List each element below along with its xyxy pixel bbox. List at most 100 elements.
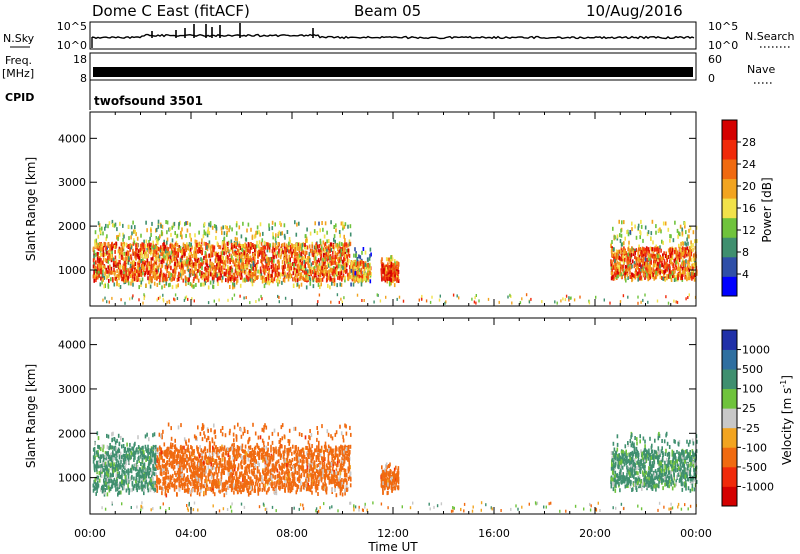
power-point [637,226,640,231]
power-point [278,250,280,255]
power-speckle-point [609,301,611,305]
power-point [236,278,239,283]
nsearch-tick-top: 10^5 [708,20,738,33]
power-speckle-point [183,298,186,302]
power-point [184,275,187,280]
radar-title: Dome C East (fitACF) [92,2,250,20]
power-point [346,268,348,273]
power-point [629,270,631,275]
power-point [396,267,398,271]
power-point [101,243,103,248]
power-point [391,268,394,273]
power-point [627,260,629,265]
power-point [278,253,280,258]
power-point [693,263,695,267]
power-point [365,276,368,280]
power-speckle-point [213,299,215,303]
power-point [316,259,318,264]
power-y-axis-label: Slant Range [km] [24,157,38,261]
power-point [290,250,293,255]
power-point [295,243,298,248]
power-point [304,264,306,269]
power-point [240,234,243,239]
power-point [304,245,306,250]
power-point [666,263,669,268]
velocity-point [126,478,129,483]
power-point [611,271,613,276]
power-point [335,255,338,260]
power-point [167,271,170,276]
power-point [311,241,314,246]
power-point [646,273,648,278]
power-point [250,264,252,269]
power-point [194,256,196,261]
power-point [107,265,109,270]
power-point [132,248,134,253]
power-point [208,264,211,269]
power-point [351,274,353,279]
power-point [198,264,201,269]
power-point [133,273,136,278]
power-point [313,229,316,234]
velocity-point [136,460,138,465]
power-point [118,276,120,281]
power-point [137,249,140,254]
power-point [166,269,168,273]
power-point [175,256,178,261]
power-point [174,265,177,270]
power-point [168,273,170,278]
power-point [131,268,134,273]
power-point [160,245,162,250]
power-point [389,280,391,285]
power-point [223,236,226,241]
power-point [114,245,117,250]
power-point [646,247,649,252]
velocity-point [106,468,108,473]
power-point [137,267,139,272]
power-point [691,247,694,252]
power-point [297,256,299,261]
power-point [634,275,636,280]
velocity-point [153,432,156,437]
power-point [280,243,283,248]
power-point [115,259,118,264]
power-point [102,246,105,250]
power-point [145,220,147,225]
beam-label: Beam 05 [354,2,421,20]
power-point [97,270,100,275]
power-point [217,254,220,259]
power-point [102,277,104,282]
power-point [160,224,162,229]
power-point [265,265,267,270]
velocity-point [95,460,98,465]
power-point [119,221,121,226]
power-point [651,253,653,258]
velocity-point [284,478,286,483]
power-point [634,255,636,260]
velocity-point [123,483,125,488]
power-point [617,270,619,275]
power-speckle-point [554,300,556,304]
power-point [228,275,230,280]
power-point [272,232,274,237]
power-point [193,276,195,281]
power-point [170,250,173,255]
power-point [616,234,619,239]
power-point [632,252,635,256]
power-point [686,246,689,251]
power-point [623,241,625,246]
power-point [649,246,652,251]
power-point [122,223,124,228]
velocity-point [152,460,155,464]
power-point [236,248,239,253]
power-point [126,259,128,264]
power-point [296,274,298,279]
velocity-point [282,450,284,455]
power-point [675,277,677,282]
velocity-point [116,476,118,481]
power-point [308,270,311,275]
power-point [347,261,349,266]
power-speckle-point [487,297,490,301]
velocity-point [108,454,111,459]
power-point [337,261,340,265]
